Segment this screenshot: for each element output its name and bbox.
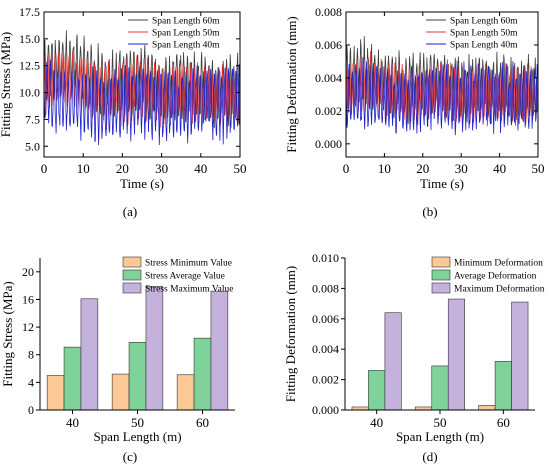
- x-axis-label: Time (s): [420, 176, 464, 191]
- legend-label: Stress Maximum Value: [145, 285, 234, 295]
- legend-label: Span Length 40m: [152, 41, 220, 51]
- y-tick-label: 20: [22, 265, 34, 279]
- x-tick-label: 50: [234, 161, 247, 176]
- x-tick-label: 0: [41, 161, 48, 176]
- panel-caption: (c): [123, 449, 137, 464]
- bar-2: [210, 290, 229, 411]
- y-tick-label: 0.004: [315, 71, 342, 85]
- plot-frame: [345, 11, 539, 158]
- bar-1: [193, 337, 212, 411]
- y-tick-label: 17.5: [19, 5, 40, 19]
- x-tick-label: 20: [416, 161, 429, 176]
- y-tick-label: 0.008: [315, 5, 342, 19]
- bar-0: [478, 405, 496, 411]
- legend-label: Span Length 50m: [450, 29, 518, 39]
- series-line-2: [345, 57, 539, 136]
- bar-1: [368, 370, 386, 411]
- y-tick-label: 0.004: [312, 342, 339, 356]
- x-tick-label: 10: [378, 161, 391, 176]
- x-axis-label: Time (s): [120, 176, 164, 191]
- bar-2: [447, 298, 466, 411]
- y-tick-label: 15.0: [19, 32, 40, 46]
- y-tick-label: 0.010: [312, 251, 339, 265]
- x-axis-label: Span Length (m): [396, 429, 484, 444]
- y-tick-label: 0.006: [312, 312, 339, 326]
- line-chart-b: 0 10 20 30 40 50 Time (s) 0.000 0.002 0.004 0.006 0…: [284, 5, 545, 219]
- x-tick-label: 30: [155, 161, 168, 176]
- x-tick-label: 30: [455, 161, 468, 176]
- y-axis-label: Fitting Stress (MPa): [0, 32, 13, 137]
- legend-label: Stress Minimum Value: [145, 259, 232, 269]
- bar-0: [176, 374, 195, 411]
- x-tick-label: 40: [66, 415, 79, 430]
- y-tick-label: 0.006: [315, 38, 342, 52]
- legend-label: Minimum Deformation: [454, 258, 543, 269]
- bar-1: [128, 341, 147, 411]
- y-tick-label: 5.0: [25, 139, 40, 153]
- legend-swatch: [122, 282, 142, 294]
- y-tick-label: 0.002: [312, 373, 339, 387]
- x-tick-label: 20: [116, 161, 129, 176]
- y-tick-label: 16: [22, 292, 34, 306]
- y-tick-label: 12.5: [19, 59, 40, 73]
- panel-caption: (b): [422, 204, 437, 219]
- y-tick-label: 0.000: [312, 403, 339, 417]
- y-tick-label: 7.5: [25, 112, 40, 126]
- y-tick-label: 0.002: [315, 104, 342, 118]
- y-tick-label: 10.0: [19, 86, 40, 100]
- x-tick-label: 50: [434, 415, 447, 430]
- legend-label: Maximum Deformation: [454, 284, 545, 295]
- bar-1: [494, 361, 512, 411]
- bar-2: [511, 301, 529, 411]
- x-tick-label: 0: [343, 161, 350, 176]
- x-tick-label: 40: [370, 415, 383, 430]
- legend-swatch: [431, 282, 451, 294]
- x-tick-label: 50: [131, 415, 144, 430]
- x-tick-label: 40: [493, 161, 506, 176]
- plot-frame: [43, 11, 241, 158]
- legend-label: Average Deformation: [454, 271, 537, 282]
- y-axis-label: Fitting Deformation (mm): [283, 266, 298, 402]
- x-tick-label: 10: [77, 161, 90, 176]
- legend-swatch: [431, 269, 451, 281]
- y-tick-label: 4: [28, 375, 34, 389]
- bar-chart-d: 40 50 60 0.000 0.002 0.004 0.006 0.008 0.010 Fitt…: [283, 251, 545, 464]
- legend-swatch: [122, 269, 142, 281]
- bar-2: [80, 298, 99, 411]
- y-tick-label: 12: [22, 320, 34, 334]
- x-tick-label: 40: [194, 161, 207, 176]
- bar-2: [384, 312, 402, 411]
- panel-caption: (a): [123, 204, 137, 219]
- x-tick-label: 50: [532, 161, 545, 176]
- y-axis-label: Fitting Deformation (mm): [284, 16, 299, 152]
- legend-swatch: [122, 256, 142, 268]
- x-tick-label: 60: [497, 415, 510, 430]
- legend-label: Stress Average Value: [145, 272, 225, 282]
- panel-caption: (d): [422, 449, 437, 464]
- x-tick-label: 60: [196, 415, 209, 430]
- legend-label: Span Length 50m: [152, 29, 220, 39]
- legend-label: Span Length 40m: [450, 41, 518, 51]
- x-axis-label: Span Length (m): [93, 429, 181, 444]
- bar-1: [431, 365, 449, 411]
- legend-swatch: [431, 256, 451, 268]
- line-chart-a: 0 10 20 30 40 50 Time (s) 5.0 7.5 10.0 12.5 15.0 17.…: [0, 5, 247, 219]
- series-line-0: [43, 30, 241, 129]
- bar-0: [46, 375, 65, 411]
- legend-label: Span Length 60m: [152, 17, 220, 27]
- y-tick-label: 0.008: [312, 281, 339, 295]
- legend-label: Span Length 60m: [450, 17, 518, 27]
- series-line-2: [43, 59, 241, 146]
- y-axis-label: Fitting Stress (MPa): [0, 281, 15, 386]
- bar-0: [111, 373, 130, 411]
- y-tick-label: 0.000: [315, 137, 342, 151]
- bar-2: [145, 286, 164, 411]
- y-tick-label: 8: [28, 348, 34, 362]
- bar-1: [63, 346, 82, 411]
- bar-chart-c: 40 50 60 0 4 8 12 16 20 Fitting Stress (MPa) Span …: [0, 256, 235, 464]
- y-tick-label: 0: [28, 403, 34, 417]
